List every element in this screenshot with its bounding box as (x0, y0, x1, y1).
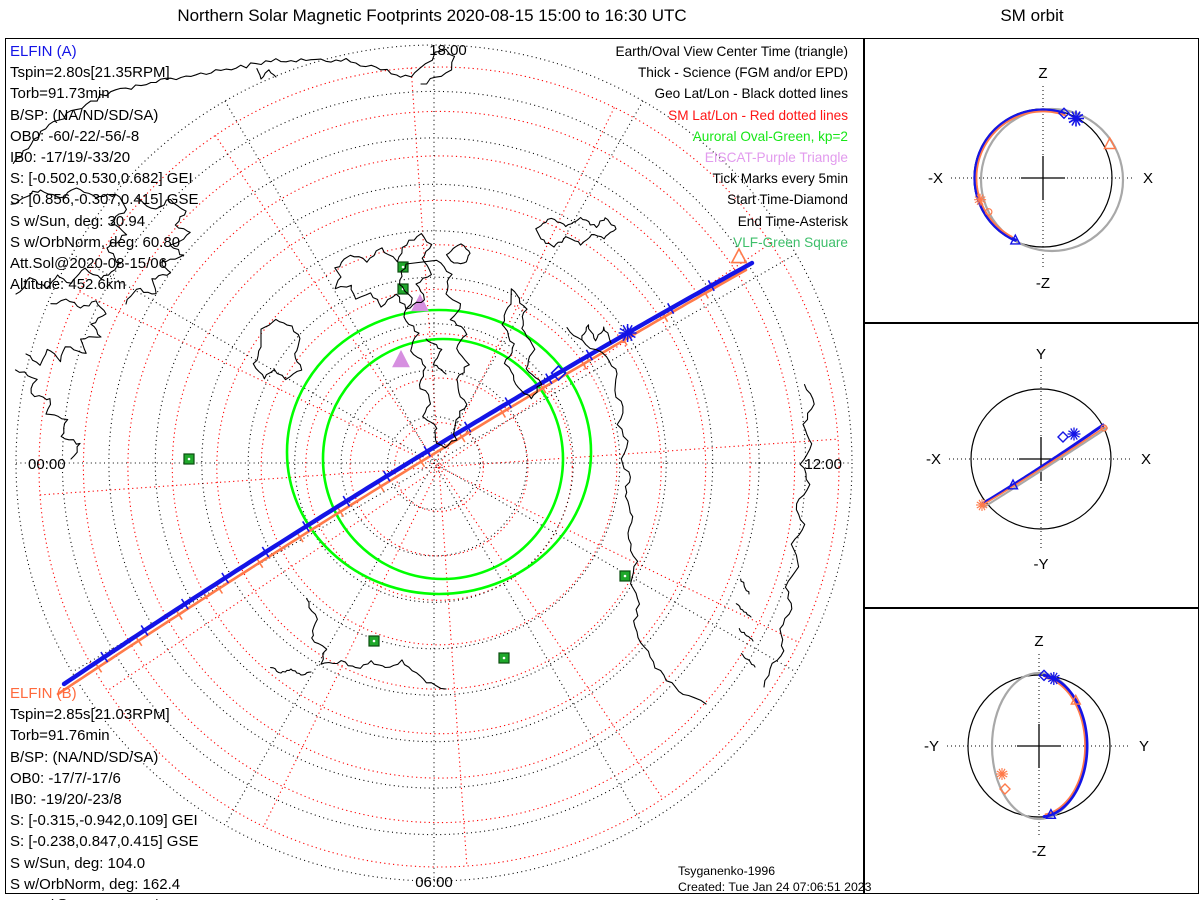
svg-text:12:00: 12:00 (804, 456, 842, 473)
svg-text:06:00: 06:00 (415, 874, 453, 891)
svg-text:Y: Y (1139, 738, 1149, 755)
svg-text:00:00: 00:00 (28, 456, 66, 473)
svg-text:-Z: -Z (1036, 275, 1050, 292)
svg-text:Z: Z (1034, 633, 1043, 650)
svg-text:-Y: -Y (924, 738, 939, 755)
svg-text:X: X (1141, 451, 1151, 468)
svg-text:X: X (1143, 170, 1153, 187)
svg-text:-Y: -Y (1034, 556, 1049, 573)
svg-text:Z: Z (1038, 65, 1047, 82)
svg-text:Y: Y (1036, 346, 1046, 363)
svg-text:-X: -X (926, 451, 941, 468)
svg-text:-X: -X (928, 170, 943, 187)
svg-text:18:00: 18:00 (429, 42, 467, 59)
svg-text:-Z: -Z (1032, 843, 1046, 860)
